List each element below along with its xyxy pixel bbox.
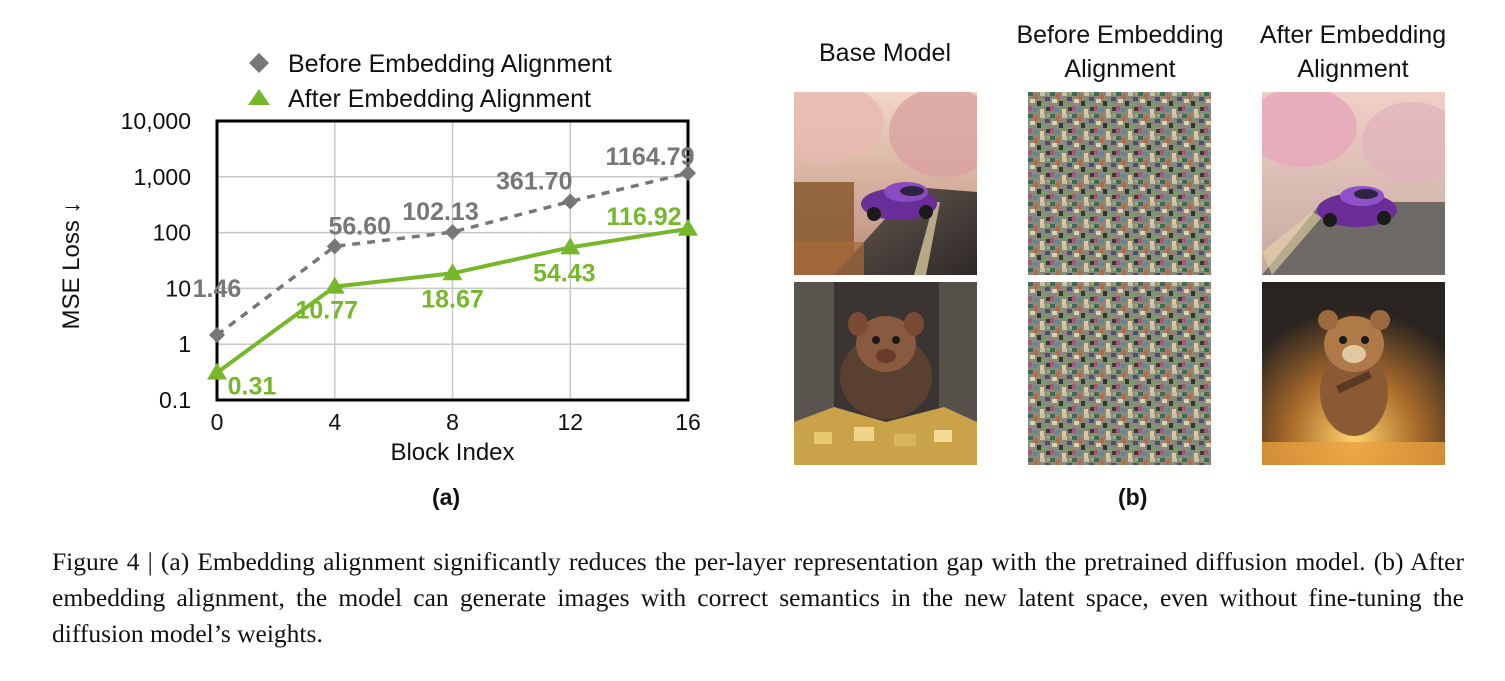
y-tick-label: 10 bbox=[165, 275, 191, 301]
data-label: 56.60 bbox=[328, 212, 391, 240]
legend-entry: After Embedding Alignment bbox=[288, 85, 591, 113]
before-alignment-point bbox=[680, 165, 696, 182]
legend-diamond-marker bbox=[249, 53, 269, 73]
y-tick-label: 100 bbox=[153, 220, 191, 246]
x-axis-label: Block Index bbox=[390, 439, 514, 466]
x-tick-label: 0 bbox=[211, 409, 224, 435]
column-title-before-alignment: Before Embedding Alignment bbox=[1016, 21, 1224, 83]
data-label: 1164.79 bbox=[606, 143, 695, 171]
figure-caption: Figure 4 | (a) Embedding alignment signi… bbox=[52, 547, 1464, 648]
column-title-base-model: Base Model bbox=[818, 39, 952, 67]
legend-triangle-marker bbox=[248, 89, 270, 105]
base-model-creature-image bbox=[794, 282, 977, 465]
data-label: 1.46 bbox=[193, 275, 242, 303]
after-alignment-point bbox=[560, 237, 581, 255]
plot-frame bbox=[215, 119, 690, 402]
after-alignment-point bbox=[324, 276, 345, 294]
legend-entry: Before Embedding Alignment bbox=[288, 50, 612, 78]
y-tick-label: 1,000 bbox=[133, 164, 191, 190]
column-title-after-alignment: After Embedding Alignment bbox=[1259, 21, 1447, 83]
base-model-car-image bbox=[794, 92, 977, 275]
after-alignment-point bbox=[442, 263, 463, 281]
y-axis-label: MSE Loss ↓ bbox=[58, 201, 85, 329]
x-tick-label: 12 bbox=[557, 409, 583, 435]
y-tick-label: 10,000 bbox=[121, 108, 191, 134]
data-label: 0.31 bbox=[228, 373, 277, 401]
before-alignment-point bbox=[562, 193, 579, 210]
before-alignment-point bbox=[326, 238, 343, 255]
before-alignment-car-image bbox=[1028, 92, 1211, 275]
data-label: 361.70 bbox=[496, 167, 572, 195]
data-label: 102.13 bbox=[402, 198, 478, 226]
panel-b-label: (b) bbox=[1118, 484, 1148, 510]
y-tick-label: 0.1 bbox=[159, 387, 191, 413]
after-alignment-car-image bbox=[1262, 92, 1445, 275]
before-alignment-point bbox=[209, 327, 225, 344]
after-alignment-point bbox=[207, 362, 227, 380]
x-tick-label: 8 bbox=[446, 409, 459, 435]
before-alignment-creature-image bbox=[1028, 282, 1211, 465]
data-label: 10.77 bbox=[295, 297, 358, 325]
panel-a-label: (a) bbox=[432, 484, 461, 510]
data-label: 116.92 bbox=[606, 203, 681, 231]
data-label: 54.43 bbox=[533, 259, 596, 287]
x-tick-label: 16 bbox=[675, 409, 701, 435]
data-label: 18.67 bbox=[421, 285, 484, 313]
after-alignment-point bbox=[678, 218, 698, 236]
x-tick-label: 4 bbox=[328, 409, 341, 435]
mse-loss-chart: 0.1 1 10 100 1,000 10,000 0 4 8 12 16 Block Index MS… bbox=[58, 50, 701, 466]
before-alignment-point bbox=[444, 224, 461, 241]
after-alignment-creature-image bbox=[1262, 282, 1445, 465]
y-tick-label: 1 bbox=[178, 331, 191, 357]
